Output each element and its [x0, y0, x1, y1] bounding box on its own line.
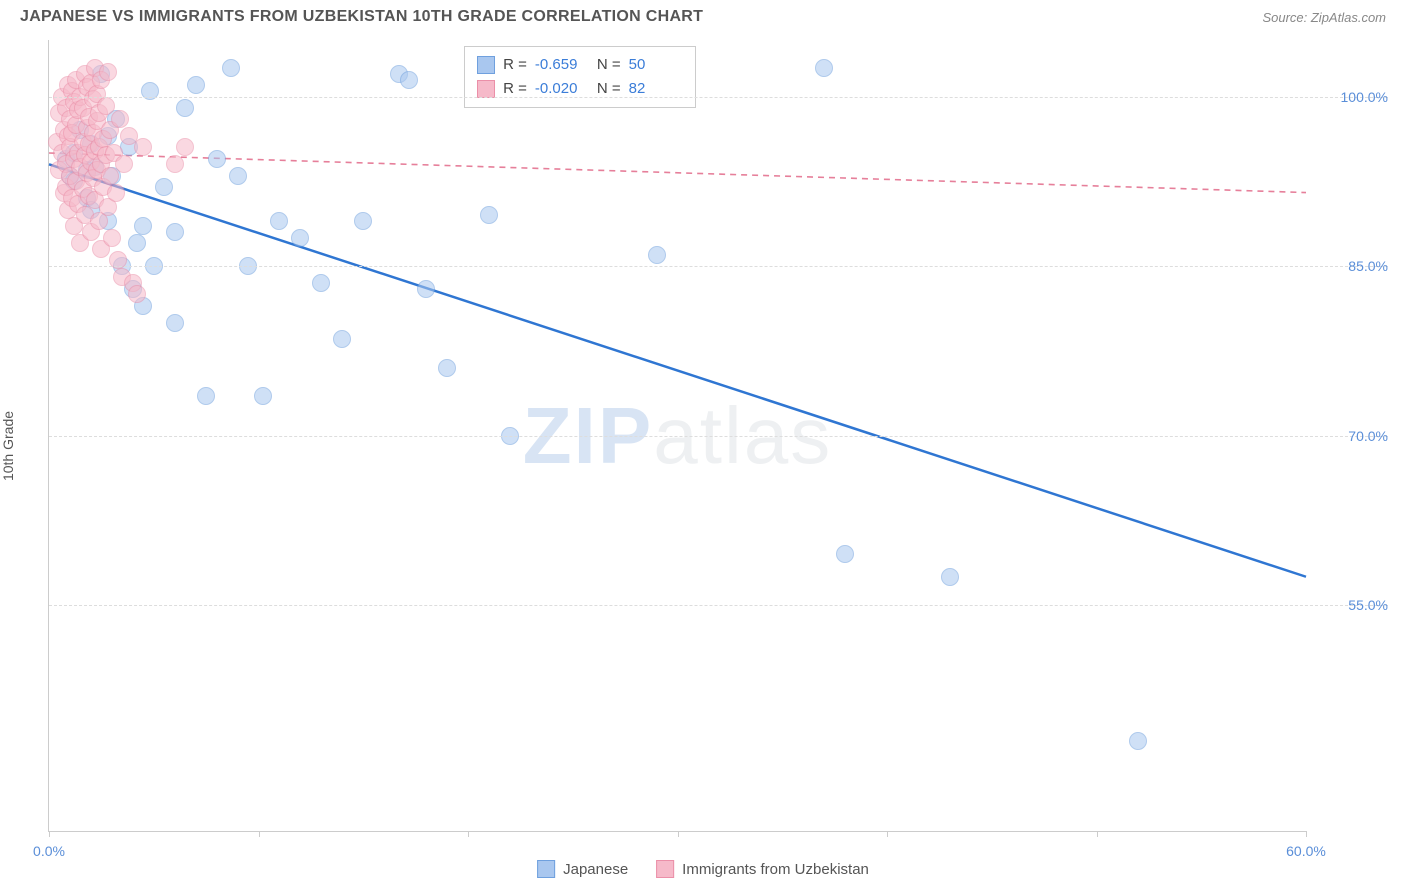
legend-item: Japanese: [537, 860, 628, 878]
x-tick: [49, 831, 50, 837]
n-value: 50: [629, 53, 683, 77]
n-label: N =: [597, 53, 621, 77]
y-axis-label: 10th Grade: [0, 411, 16, 481]
gridline: [49, 605, 1388, 606]
gridline: [49, 266, 1388, 267]
data-point: [438, 359, 456, 377]
data-point: [128, 234, 146, 252]
legend-label: Immigrants from Uzbekistan: [682, 861, 869, 878]
y-tick-label: 100.0%: [1313, 89, 1388, 105]
data-point: [197, 387, 215, 405]
data-point: [115, 155, 133, 173]
r-label: R =: [503, 53, 527, 77]
x-tick: [1097, 831, 1098, 837]
data-point: [176, 99, 194, 117]
legend-swatch: [537, 860, 555, 878]
x-tick-label: 0.0%: [33, 843, 65, 859]
data-point: [222, 59, 240, 77]
x-tick: [678, 831, 679, 837]
stats-legend-box: R =-0.659N =50R =-0.020N =82: [464, 46, 696, 108]
data-point: [166, 314, 184, 332]
data-point: [417, 280, 435, 298]
data-point: [134, 217, 152, 235]
x-tick-label: 60.0%: [1286, 843, 1326, 859]
legend-swatch: [477, 56, 495, 74]
data-point: [354, 212, 372, 230]
x-tick: [259, 831, 260, 837]
data-point: [254, 387, 272, 405]
data-point: [291, 229, 309, 247]
stats-row: R = -0.659 N = 50: [477, 53, 683, 77]
legend-swatch: [477, 80, 495, 98]
data-point: [155, 178, 173, 196]
data-point: [111, 110, 129, 128]
legend-item: Immigrants from Uzbekistan: [656, 860, 869, 878]
data-point: [166, 155, 184, 173]
y-tick-label: 85.0%: [1313, 258, 1388, 274]
data-point: [648, 246, 666, 264]
chart-plot-area: ZIPatlas R =-0.659N =50R =-0.020N =82 55…: [48, 40, 1306, 832]
data-point: [815, 59, 833, 77]
data-point: [312, 274, 330, 292]
x-tick: [1306, 831, 1307, 837]
data-point: [134, 138, 152, 156]
data-point: [270, 212, 288, 230]
gridline: [49, 436, 1388, 437]
gridline: [49, 97, 1388, 98]
data-point: [99, 63, 117, 81]
data-point: [128, 285, 146, 303]
chart-title: JAPANESE VS IMMIGRANTS FROM UZBEKISTAN 1…: [20, 8, 703, 26]
data-point: [107, 184, 125, 202]
data-point: [187, 76, 205, 94]
data-point: [480, 206, 498, 224]
data-point: [176, 138, 194, 156]
r-value: -0.659: [535, 53, 589, 77]
x-tick: [468, 831, 469, 837]
data-point: [333, 330, 351, 348]
legend-label: Japanese: [563, 861, 628, 878]
x-tick: [887, 831, 888, 837]
data-point: [1129, 732, 1147, 750]
data-point: [229, 167, 247, 185]
y-tick-label: 70.0%: [1313, 428, 1388, 444]
data-point: [103, 229, 121, 247]
legend-swatch: [656, 860, 674, 878]
data-point: [941, 568, 959, 586]
series-legend: Japanese Immigrants from Uzbekistan: [537, 860, 869, 878]
data-point: [400, 71, 418, 89]
y-tick-label: 55.0%: [1313, 597, 1388, 613]
source-label: Source: ZipAtlas.com: [1262, 10, 1386, 25]
data-point: [836, 545, 854, 563]
data-point: [97, 97, 115, 115]
data-point: [208, 150, 226, 168]
data-point: [166, 223, 184, 241]
